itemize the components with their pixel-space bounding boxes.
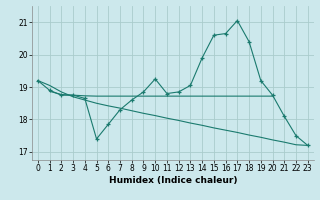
- X-axis label: Humidex (Indice chaleur): Humidex (Indice chaleur): [108, 176, 237, 185]
